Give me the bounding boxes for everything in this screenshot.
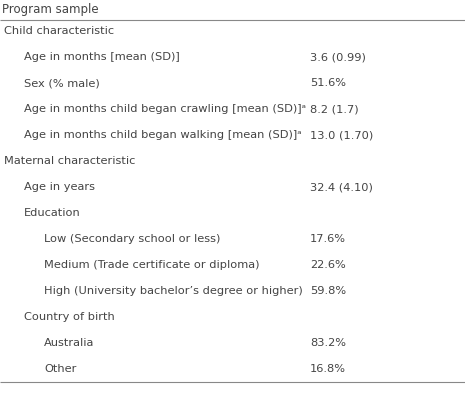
Text: 3.6 (0.99): 3.6 (0.99) — [310, 52, 366, 62]
Text: 22.6%: 22.6% — [310, 260, 346, 270]
Text: 16.8%: 16.8% — [310, 364, 346, 374]
Text: Age in months child began crawling [mean (SD)]ᵃ: Age in months child began crawling [mean… — [24, 104, 306, 114]
Text: Country of birth: Country of birth — [24, 312, 115, 322]
Text: High (University bachelor’s degree or higher): High (University bachelor’s degree or hi… — [44, 286, 303, 296]
Text: 13.0 (1.70): 13.0 (1.70) — [310, 130, 373, 140]
Text: 8.2 (1.7): 8.2 (1.7) — [310, 104, 359, 114]
Text: Low (Secondary school or less): Low (Secondary school or less) — [44, 234, 220, 244]
Text: Program sample: Program sample — [2, 3, 99, 16]
Text: Other: Other — [44, 364, 76, 374]
Text: Education: Education — [24, 208, 81, 218]
Text: 51.6%: 51.6% — [310, 78, 346, 88]
Text: 83.2%: 83.2% — [310, 338, 346, 348]
Text: Age in months child began walking [mean (SD)]ᵃ: Age in months child began walking [mean … — [24, 130, 302, 140]
Text: Australia: Australia — [44, 338, 94, 348]
Text: Child characteristic: Child characteristic — [4, 26, 114, 36]
Text: Sex (% male): Sex (% male) — [24, 78, 100, 88]
Text: 17.6%: 17.6% — [310, 234, 346, 244]
Text: 59.8%: 59.8% — [310, 286, 346, 296]
Text: Maternal characteristic: Maternal characteristic — [4, 156, 135, 166]
Text: Age in months [mean (SD)]: Age in months [mean (SD)] — [24, 52, 180, 62]
Text: Age in years: Age in years — [24, 182, 95, 192]
Text: Medium (Trade certificate or diploma): Medium (Trade certificate or diploma) — [44, 260, 259, 270]
Text: 32.4 (4.10): 32.4 (4.10) — [310, 182, 373, 192]
